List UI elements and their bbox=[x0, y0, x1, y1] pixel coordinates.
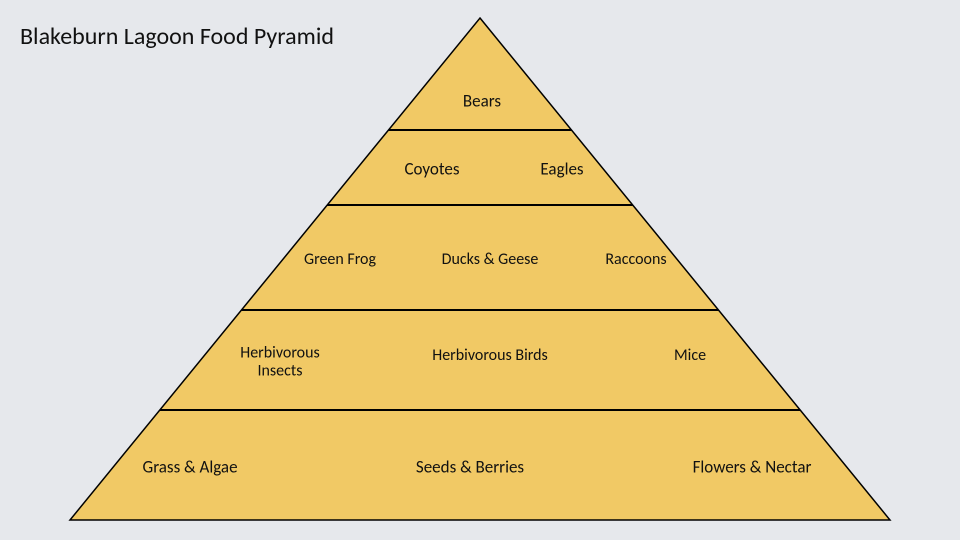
trophic-label: Coyotes bbox=[404, 161, 459, 180]
trophic-label: Ducks & Geese bbox=[442, 251, 539, 269]
trophic-label: Herbivorous Birds bbox=[432, 347, 548, 365]
trophic-label: Grass & Algae bbox=[142, 459, 237, 478]
trophic-label: Seeds & Berries bbox=[416, 459, 524, 478]
trophic-label: Mice bbox=[674, 347, 706, 365]
trophic-label: HerbivorousInsects bbox=[240, 344, 320, 379]
trophic-label: Eagles bbox=[540, 161, 583, 180]
trophic-label: Raccoons bbox=[605, 251, 666, 269]
trophic-label: Bears bbox=[463, 93, 501, 112]
trophic-label: Green Frog bbox=[304, 251, 376, 269]
trophic-label: Flowers & Nectar bbox=[693, 459, 812, 478]
